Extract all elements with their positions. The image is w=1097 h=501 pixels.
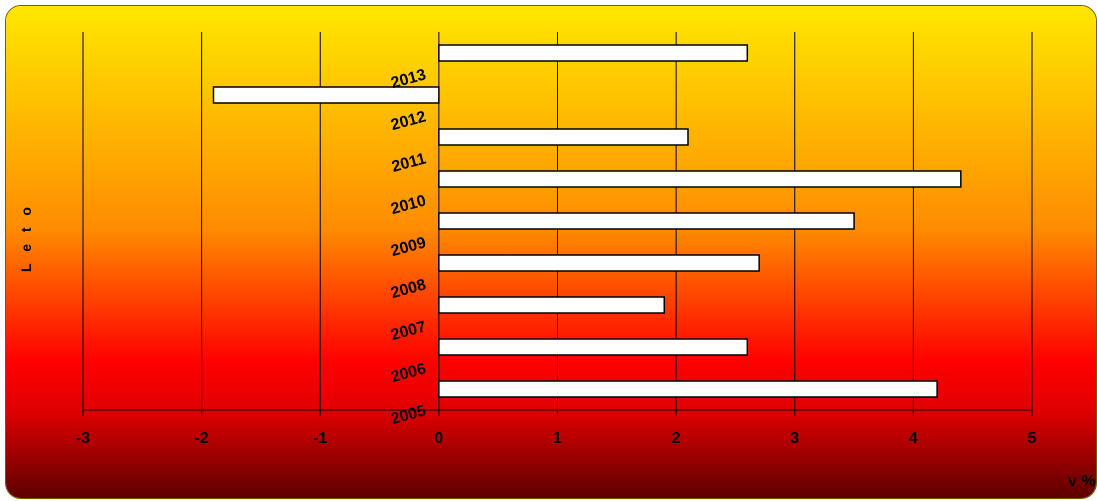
- x-tick-label: -1: [313, 430, 327, 447]
- chart-background: [6, 6, 1096, 498]
- bar-2007: [438, 296, 666, 314]
- bar-2006: [438, 338, 749, 356]
- bar-2012: [212, 86, 440, 104]
- chart-frame: -3 -2 -1 0 1 2 3 4 5 2013 2012 2011 2010 2009 2008 200…: [5, 5, 1097, 499]
- x-tick-label: 1: [553, 430, 562, 447]
- bar-2013: [438, 44, 749, 62]
- bar-2011: [438, 128, 689, 146]
- x-tick-label: 5: [1028, 430, 1037, 447]
- x-axis-label: v %: [1068, 473, 1096, 490]
- y-axis-label: L e t o: [18, 203, 34, 272]
- x-tick-label: 4: [909, 430, 918, 447]
- bar-2010: [438, 170, 962, 188]
- bar-2009: [438, 212, 855, 230]
- x-axis: -3 -2 -1 0 1 2 3 4 5: [76, 409, 1037, 447]
- bar-2005: [438, 380, 938, 398]
- x-tick-label: -2: [195, 430, 209, 447]
- bar-2008: [438, 254, 760, 272]
- x-tick-label: 0: [434, 430, 443, 447]
- bars: [212, 44, 962, 398]
- x-tick-label: -3: [76, 430, 90, 447]
- x-tick-label: 3: [790, 430, 799, 447]
- bar-chart: -3 -2 -1 0 1 2 3 4 5 201320122011201020092008200…: [6, 6, 1096, 498]
- x-tick-label: 2: [672, 430, 681, 447]
